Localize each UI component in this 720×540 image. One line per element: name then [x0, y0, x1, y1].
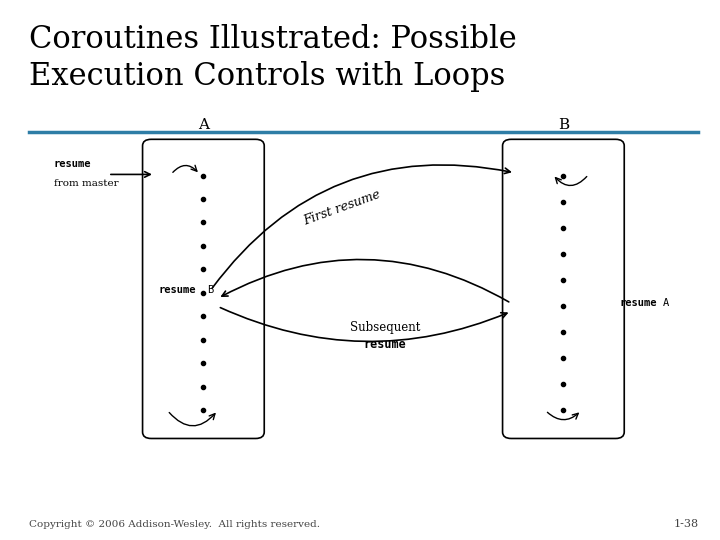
Text: B: B: [207, 285, 213, 295]
Text: A: A: [198, 118, 209, 132]
FancyBboxPatch shape: [143, 139, 264, 438]
Text: Subsequent: Subsequent: [350, 321, 420, 334]
Text: A: A: [662, 298, 669, 308]
Text: Coroutines Illustrated: Possible
Execution Controls with Loops: Coroutines Illustrated: Possible Executi…: [29, 24, 516, 92]
Text: resume: resume: [619, 298, 657, 308]
Text: from master: from master: [54, 179, 119, 188]
Text: B: B: [558, 118, 569, 132]
Text: resume: resume: [158, 285, 196, 295]
Text: resume: resume: [364, 338, 407, 350]
Text: resume: resume: [54, 159, 91, 168]
FancyBboxPatch shape: [503, 139, 624, 438]
Text: 1-38: 1-38: [673, 519, 698, 529]
Text: First resume: First resume: [302, 188, 382, 228]
Text: Copyright © 2006 Addison-Wesley.  All rights reserved.: Copyright © 2006 Addison-Wesley. All rig…: [29, 520, 320, 529]
